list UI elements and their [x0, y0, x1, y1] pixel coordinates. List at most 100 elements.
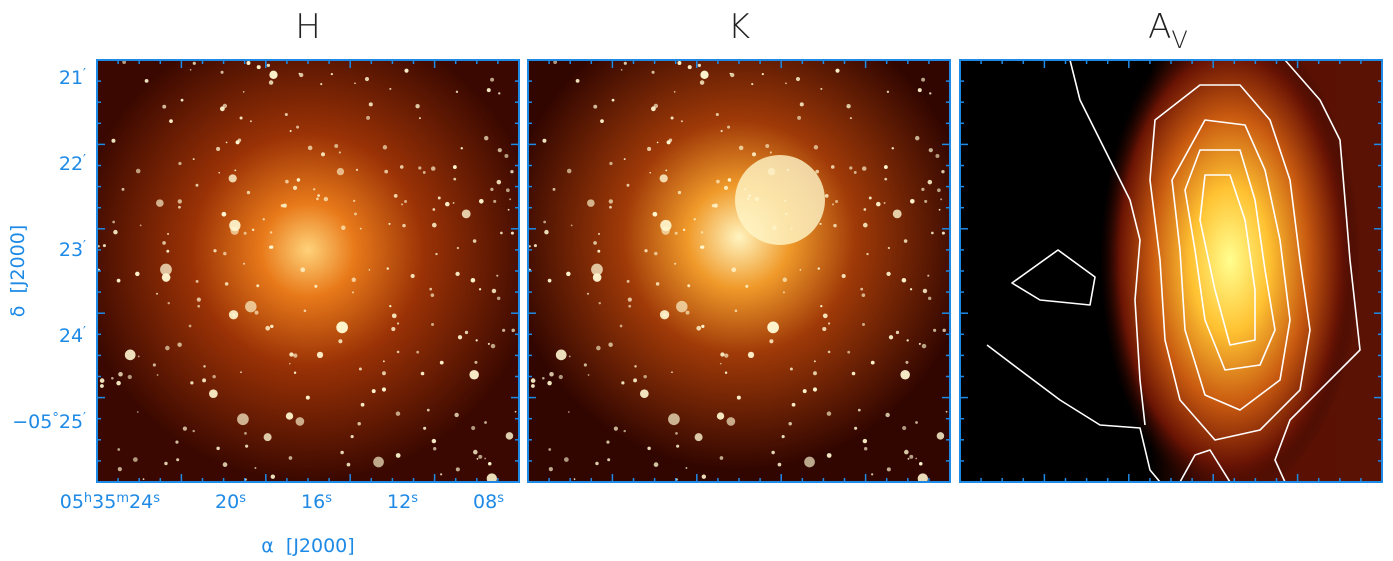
star — [659, 174, 668, 183]
star — [300, 267, 306, 273]
star — [382, 371, 386, 376]
star — [765, 144, 770, 148]
star — [152, 363, 156, 367]
star — [696, 325, 702, 331]
star — [799, 268, 802, 271]
star — [167, 301, 170, 305]
star — [674, 231, 678, 235]
star — [507, 208, 510, 211]
star — [246, 61, 251, 65]
star — [620, 69, 623, 71]
label-part: 24 — [59, 325, 83, 347]
star — [922, 288, 928, 294]
star — [135, 271, 140, 277]
star — [586, 292, 590, 295]
star — [606, 440, 610, 444]
star — [693, 218, 696, 221]
star — [254, 466, 257, 469]
star — [496, 296, 501, 301]
label-part: 21 — [59, 67, 83, 89]
star — [285, 412, 294, 420]
x-tick-label: 16s — [301, 491, 332, 513]
star — [391, 327, 396, 332]
star — [133, 457, 138, 462]
star — [639, 389, 649, 399]
star — [548, 448, 552, 451]
star — [927, 274, 930, 277]
star — [452, 165, 457, 169]
star — [346, 462, 351, 467]
star — [627, 297, 632, 302]
star — [900, 370, 910, 380]
star — [652, 211, 658, 217]
star — [909, 454, 914, 459]
panel-av — [960, 60, 1382, 482]
star — [122, 60, 127, 65]
label-part: 22 — [59, 153, 83, 175]
star — [296, 178, 301, 182]
star — [724, 353, 729, 358]
star — [820, 87, 823, 90]
star — [822, 327, 827, 332]
star — [782, 277, 788, 282]
star — [121, 187, 125, 191]
star — [382, 360, 385, 363]
star — [334, 144, 339, 148]
label-part: 05 — [60, 491, 84, 513]
star — [772, 225, 777, 230]
star — [336, 167, 345, 176]
star — [395, 411, 401, 416]
star — [245, 300, 257, 313]
star — [587, 374, 590, 376]
star — [820, 305, 823, 308]
star — [941, 231, 945, 235]
star — [883, 201, 886, 204]
star — [305, 395, 310, 400]
star — [188, 324, 192, 328]
star — [234, 169, 237, 172]
star — [851, 371, 856, 376]
star — [180, 98, 184, 102]
star — [731, 267, 737, 273]
star — [336, 321, 348, 334]
star — [422, 171, 426, 174]
star — [647, 446, 651, 451]
star — [454, 412, 459, 418]
star — [155, 292, 159, 295]
star — [323, 196, 329, 202]
star — [396, 322, 400, 325]
star — [453, 177, 457, 181]
star — [812, 387, 818, 392]
x-tick-label: 08s — [473, 491, 504, 513]
star — [316, 351, 324, 359]
star — [117, 448, 121, 451]
star — [493, 199, 497, 203]
star — [724, 371, 728, 374]
star — [296, 125, 300, 129]
star — [915, 421, 918, 424]
label-part: s — [153, 491, 160, 506]
star — [785, 82, 787, 85]
star — [846, 104, 851, 109]
star — [826, 411, 832, 416]
star — [876, 201, 881, 207]
star — [699, 80, 705, 85]
star — [727, 178, 732, 182]
star — [111, 376, 114, 380]
star — [680, 120, 683, 123]
x-tick-label: 20s — [215, 491, 246, 513]
star — [213, 249, 217, 253]
star — [719, 456, 724, 460]
star — [592, 273, 602, 282]
star — [371, 389, 376, 394]
star — [269, 245, 274, 249]
star — [941, 169, 945, 174]
star — [716, 179, 720, 184]
star — [903, 239, 908, 243]
star — [931, 231, 934, 235]
star — [316, 197, 319, 201]
star — [177, 199, 182, 204]
star — [841, 273, 846, 279]
star — [623, 429, 626, 433]
star — [575, 78, 580, 83]
